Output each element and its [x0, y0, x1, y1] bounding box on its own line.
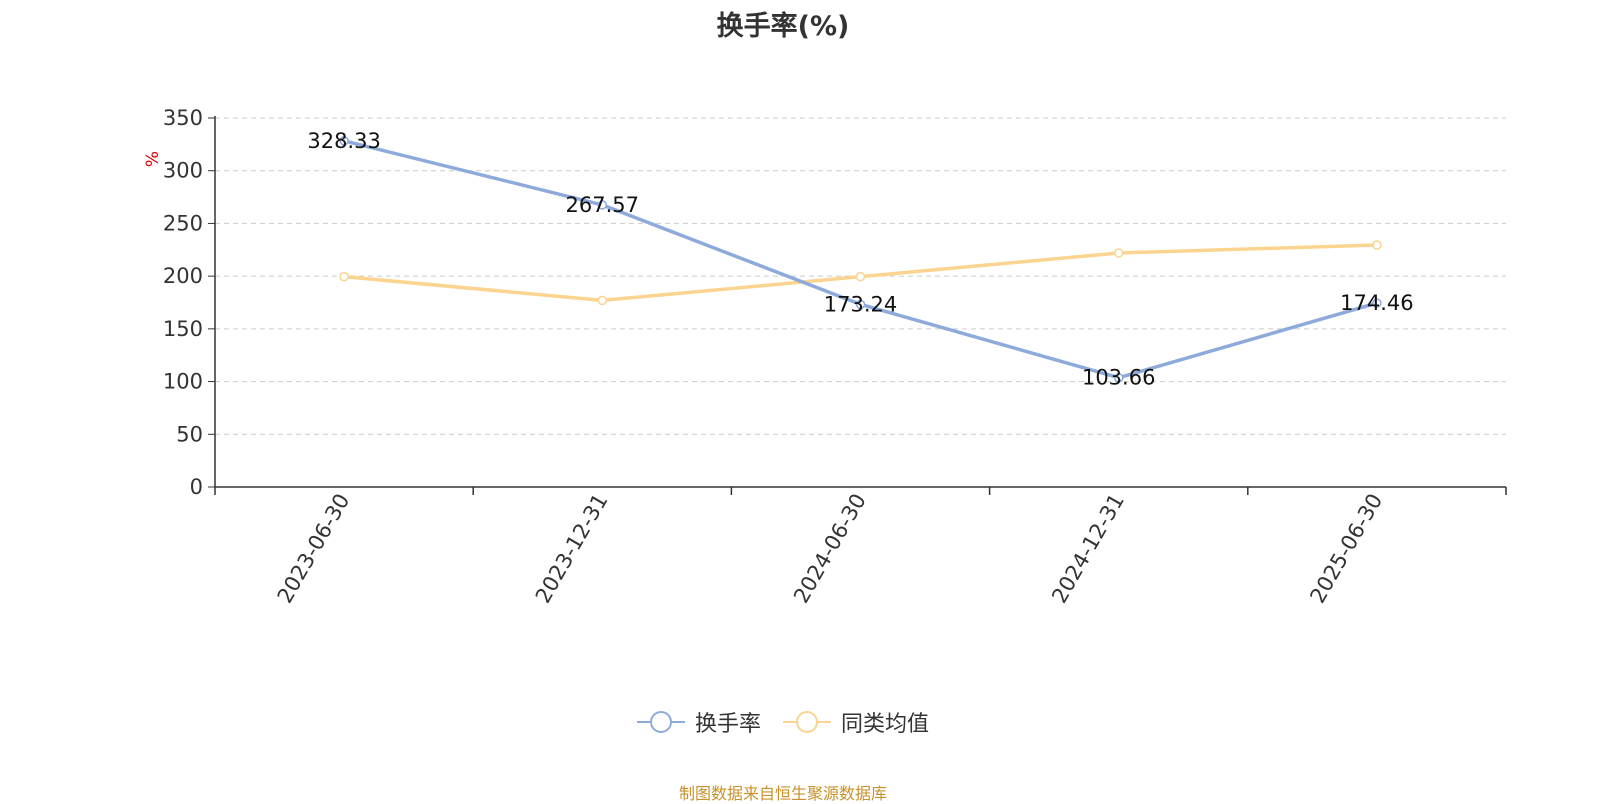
legend[interactable]: 换手率 同类均值 [0, 706, 1566, 738]
data-labels: 328.33 267.57 173.24 103.66 174.46 [307, 129, 1413, 390]
y-tick-label: 150 [163, 317, 203, 341]
series-lines [339, 136, 1382, 383]
series-0-point [1372, 298, 1382, 308]
series-0-point [1113, 372, 1124, 383]
x-tick-label: 2024-12-31 [1047, 490, 1129, 608]
y-tick-label: 300 [163, 159, 203, 183]
legend-line-circle-icon [783, 711, 831, 733]
series-0-point [339, 136, 349, 146]
y-tick-label: 50 [176, 422, 203, 446]
legend-item-peer-average[interactable]: 同类均值 [783, 706, 929, 738]
series-1-point [597, 295, 608, 306]
y-tick-label: 200 [163, 264, 203, 288]
y-tick-label: 350 [163, 106, 203, 130]
legend-line-circle-icon [636, 711, 685, 733]
data-label: 103.66 [1082, 366, 1155, 390]
legend-label-peer-average: 同类均值 [841, 712, 930, 737]
source-footnote: 制图数据来自恒生聚源数据库 [678, 784, 887, 803]
series-1-point [339, 271, 349, 282]
series-1-point [855, 271, 866, 282]
legend-label-turnover: 换手率 [694, 712, 761, 737]
line-chart: 0 50 100 150 200 250 300 350% 2023-06-30 2023-12-… [143, 106, 1507, 608]
y-tick-label: 250 [163, 211, 203, 235]
x-tick-label: 2023-06-30 [273, 490, 355, 608]
chart-title: 换手率(%) [716, 11, 850, 42]
data-label: 267.57 [566, 193, 639, 217]
x-tick-label: 2025-06-30 [1305, 490, 1387, 608]
data-label: 173.24 [824, 292, 897, 316]
series-1-point [1113, 248, 1124, 258]
series-line-0 [343, 139, 1378, 380]
x-tick-label: 2024-06-30 [789, 490, 871, 608]
y-axis-label: % [143, 151, 163, 167]
data-label: 328.33 [307, 129, 380, 153]
y-tick-label: 0 [190, 475, 203, 499]
series-0-point [855, 299, 866, 310]
series-0-point [597, 200, 608, 210]
data-label: 174.46 [1340, 291, 1413, 315]
y-tick-label: 100 [163, 370, 203, 394]
legend-item-turnover[interactable]: 换手率 [636, 706, 761, 738]
x-tick-label: 2023-12-31 [531, 490, 613, 608]
axes: 0 50 100 150 200 250 300 350% 2023-06-30 2023-12-… [143, 106, 1507, 608]
series-1-point [1372, 240, 1382, 250]
